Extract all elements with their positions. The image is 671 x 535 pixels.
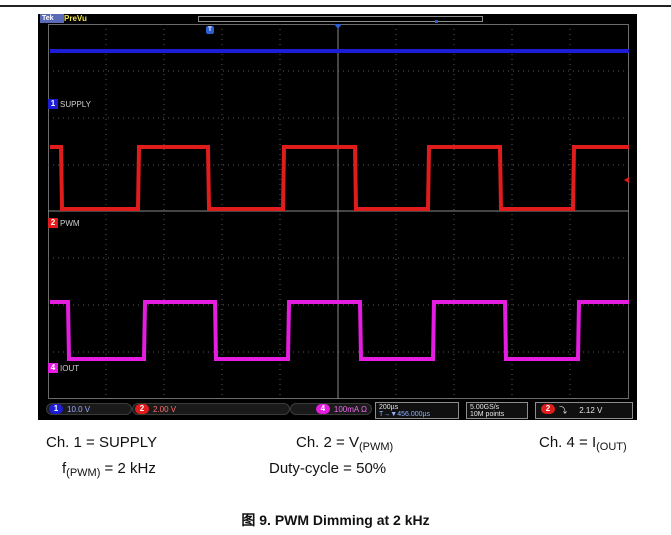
caption-freq-value: = 2 kHz (100, 460, 156, 477)
tek-logo: Tek (40, 14, 64, 23)
top-rule (0, 5, 671, 7)
trigger-source-num: 2 (541, 404, 555, 414)
ch2-scale-num: 2 (135, 404, 149, 414)
timebase-per-div: 200µs (379, 404, 399, 411)
trigger-slope-icon: ⤵ (559, 406, 567, 415)
caption-ch2-sub: (PWM) (358, 441, 394, 453)
trigger-position-marker (334, 24, 342, 29)
acquisition-readout[interactable]: 5.00GS/s 10M points (466, 402, 528, 419)
trigger-level: 2.12 V (579, 406, 603, 415)
caption-frequency: f(PWM) = 2 kHz (62, 460, 156, 479)
scope-status-bar: 1 10.0 V 2 2.00 V 4 100mA Ω 200µs T→▼456.00… (38, 401, 637, 420)
ch4-scale-value: 100mA (333, 405, 359, 414)
record-length: 10M points (470, 411, 505, 418)
caption-freq-sub: (PWM) (66, 467, 101, 479)
caption-ch1: Ch. 1 = SUPPLY (46, 434, 158, 451)
sample-rate: 5.00GS/s (470, 404, 500, 411)
scope-titlebar: Tek PreVu (38, 14, 637, 24)
ch4-scale-num: 4 (315, 404, 330, 414)
ch2-label: PWM (60, 219, 80, 228)
graticule-svg (48, 24, 629, 399)
ch1-scale-readout[interactable]: 1 10.0 V (46, 403, 132, 415)
trigger-t-marker[interactable]: T (206, 26, 214, 34)
caption-freq-prefix: f (62, 460, 67, 477)
waveform-graticule[interactable]: 1 SUPPLY 2 PWM 4 IOUT T (48, 24, 629, 399)
ch4-scale-readout[interactable]: 4 100mA Ω (290, 403, 372, 415)
ch4-iout-trace (50, 300, 629, 361)
caption-ch4-prefix: Ch. 4 = I (539, 434, 597, 451)
ch1-scale-num: 1 (49, 404, 63, 414)
acquisition-mode: PreVu (64, 14, 87, 23)
oscilloscope-screen: Tek PreVu (38, 14, 637, 420)
trigger-readout[interactable]: 2 ⤵ 2.12 V (535, 402, 633, 419)
record-view-bar[interactable] (198, 16, 483, 23)
caption-ch2-prefix: Ch. 2 = V (296, 434, 359, 451)
trigger-level-arrow (624, 177, 629, 183)
ch1-marker[interactable]: 1 (48, 99, 58, 109)
ch4-bw-icon: Ω (361, 405, 367, 414)
ch4-marker[interactable]: 4 (48, 363, 58, 373)
caption-ch4-sub: (OUT) (596, 441, 627, 453)
timebase-readout[interactable]: 200µs T→▼456.000µs (375, 402, 459, 419)
caption-ch4: Ch. 4 = I(OUT) (539, 434, 627, 453)
ch2-marker[interactable]: 2 (48, 218, 58, 228)
ch2-scale-value: 2.00 V (153, 405, 177, 414)
caption-duty-cycle: Duty-cycle = 50% (269, 460, 387, 477)
ch2-pwm-trace (50, 145, 629, 211)
caption-ch2: Ch. 2 = V(PWM) (296, 434, 393, 453)
ch2-scale-readout[interactable]: 2 2.00 V (132, 403, 290, 415)
figure-title: 图 9. PWM Dimming at 2 kHz (241, 512, 430, 528)
ch4-label: IOUT (60, 364, 80, 373)
ch1-scale-value: 10.0 V (67, 405, 91, 414)
ch1-label: SUPPLY (60, 100, 91, 109)
timebase-position: T→▼456.000µs (379, 411, 431, 418)
record-position-box (435, 20, 438, 23)
